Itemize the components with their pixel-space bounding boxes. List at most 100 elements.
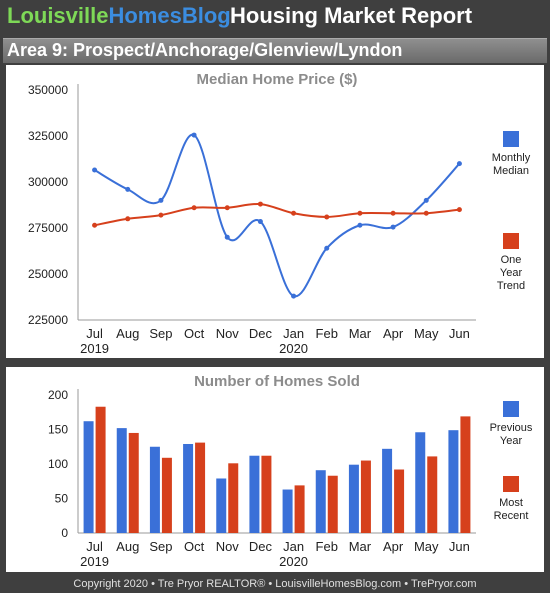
x-tick-label: Nov bbox=[216, 539, 240, 554]
bar-1 bbox=[128, 432, 139, 533]
y-tick-label: 150 bbox=[48, 423, 68, 437]
legend-label-0: Monthly bbox=[492, 152, 531, 164]
bar-0 bbox=[116, 428, 127, 533]
y-tick-label: 325000 bbox=[28, 129, 68, 143]
x-year-label: 2019 bbox=[80, 554, 109, 569]
legend-swatch-1 bbox=[503, 233, 519, 249]
bar-0 bbox=[83, 421, 94, 533]
x-tick-label: Aug bbox=[116, 539, 139, 554]
median-price-panel: Median Home Price ($) 225000 250000 275000 3… bbox=[6, 65, 544, 358]
bar-1 bbox=[161, 457, 172, 533]
x-tick-label: Mar bbox=[349, 326, 372, 341]
area-title: Area 9: Prospect/Anchorage/Glenview/Lynd… bbox=[7, 40, 403, 60]
bar-0 bbox=[348, 464, 359, 533]
x-tick-label: Jul bbox=[86, 326, 103, 341]
bar-1 bbox=[360, 460, 371, 533]
bar-0 bbox=[183, 443, 194, 533]
bar-0 bbox=[382, 448, 393, 533]
legend-swatch-1 bbox=[503, 476, 519, 492]
legend-label-1: Recent bbox=[494, 510, 529, 522]
bar-0 bbox=[149, 446, 160, 533]
bar-0 bbox=[415, 432, 426, 533]
x-tick-label: Jul bbox=[86, 539, 103, 554]
y-tick-label: 200 bbox=[48, 388, 68, 402]
brand-logo[interactable]: LouisvilleHomesBlog bbox=[7, 3, 231, 29]
homes-sold-panel: Number of Homes Sold 0 50 100 150 200 Jul 2019 A… bbox=[6, 367, 544, 572]
header: LouisvilleHomesBlog Housing Market Repor… bbox=[0, 0, 550, 34]
series-point-0 bbox=[224, 234, 230, 240]
y-tick-label: 250000 bbox=[28, 267, 68, 281]
brand-part-2: HomesBlog bbox=[108, 3, 231, 28]
x-tick-label: Feb bbox=[316, 326, 338, 341]
x-year-label: 2020 bbox=[279, 341, 308, 356]
legend-label-1: Most bbox=[499, 497, 523, 509]
series-point-0 bbox=[92, 167, 98, 173]
y-tick-label: 275000 bbox=[28, 221, 68, 235]
x-tick-label: May bbox=[414, 326, 439, 341]
series-point-0 bbox=[390, 224, 396, 230]
series-point-1 bbox=[423, 210, 429, 216]
bar-1 bbox=[460, 416, 471, 533]
bar-1 bbox=[394, 469, 405, 533]
x-tick-label: Feb bbox=[316, 539, 338, 554]
series-point-1 bbox=[257, 201, 263, 207]
bar-1 bbox=[261, 455, 272, 533]
legend-label-0: Year bbox=[500, 435, 523, 447]
series-point-0 bbox=[357, 222, 363, 228]
bar-1 bbox=[427, 456, 438, 533]
x-tick-label: Nov bbox=[216, 326, 240, 341]
x-tick-label: Jan bbox=[283, 539, 304, 554]
series-line-0 bbox=[94, 134, 461, 298]
series-point-0 bbox=[324, 245, 330, 251]
y-tick-label: 0 bbox=[61, 526, 68, 540]
series-point-1 bbox=[357, 210, 363, 216]
y-tick-label: 100 bbox=[48, 457, 68, 471]
x-tick-label: Aug bbox=[116, 326, 139, 341]
legend-label-0: Previous bbox=[490, 422, 533, 434]
series-point-1 bbox=[390, 210, 396, 216]
x-year-label: 2019 bbox=[80, 341, 109, 356]
series-point-1 bbox=[191, 205, 197, 211]
series-point-0 bbox=[423, 197, 429, 203]
x-tick-label: Mar bbox=[349, 539, 372, 554]
bar-1 bbox=[327, 475, 338, 533]
bar-1 bbox=[195, 442, 206, 533]
x-tick-label: Sep bbox=[149, 539, 172, 554]
bar-0 bbox=[315, 470, 326, 533]
series-point-0 bbox=[257, 219, 263, 225]
x-tick-label: Sep bbox=[149, 326, 172, 341]
chart-title-2: Number of Homes Sold bbox=[194, 373, 360, 390]
legend-swatch-0 bbox=[503, 401, 519, 417]
bar-0 bbox=[448, 430, 459, 533]
series-point-1 bbox=[224, 205, 230, 211]
report-title: Housing Market Report bbox=[230, 3, 473, 28]
legend-label-1: Year bbox=[500, 267, 523, 279]
series-point-0 bbox=[291, 293, 297, 299]
y-tick-label: 50 bbox=[55, 492, 69, 506]
x-year-label: 2020 bbox=[279, 554, 308, 569]
series-point-1 bbox=[324, 214, 330, 220]
series-point-0 bbox=[158, 197, 164, 203]
y-tick-label: 225000 bbox=[28, 313, 68, 327]
x-tick-label: Jan bbox=[283, 326, 304, 341]
footer: Copyright 2020 • Tre Pryor REALTOR® • Lo… bbox=[73, 578, 477, 590]
x-tick-label: Oct bbox=[184, 539, 205, 554]
y-tick-label: 350000 bbox=[28, 83, 68, 97]
x-tick-label: Dec bbox=[249, 539, 273, 554]
chart-title-1: Median Home Price ($) bbox=[197, 71, 358, 88]
legend-label-1: Trend bbox=[497, 280, 525, 292]
series-point-0 bbox=[125, 186, 131, 192]
series-line-1 bbox=[94, 202, 460, 227]
bar-1 bbox=[294, 485, 305, 533]
bar-1 bbox=[228, 463, 239, 533]
series-point-1 bbox=[456, 207, 462, 213]
series-point-1 bbox=[291, 210, 297, 216]
bar-1 bbox=[95, 406, 106, 533]
series-point-0 bbox=[456, 161, 462, 167]
bar-0 bbox=[216, 478, 227, 533]
area-bar: Area 9: Prospect/Anchorage/Glenview/Lynd… bbox=[3, 38, 547, 63]
y-tick-label: 300000 bbox=[28, 175, 68, 189]
series-point-0 bbox=[191, 132, 197, 138]
series-point-1 bbox=[125, 216, 131, 222]
